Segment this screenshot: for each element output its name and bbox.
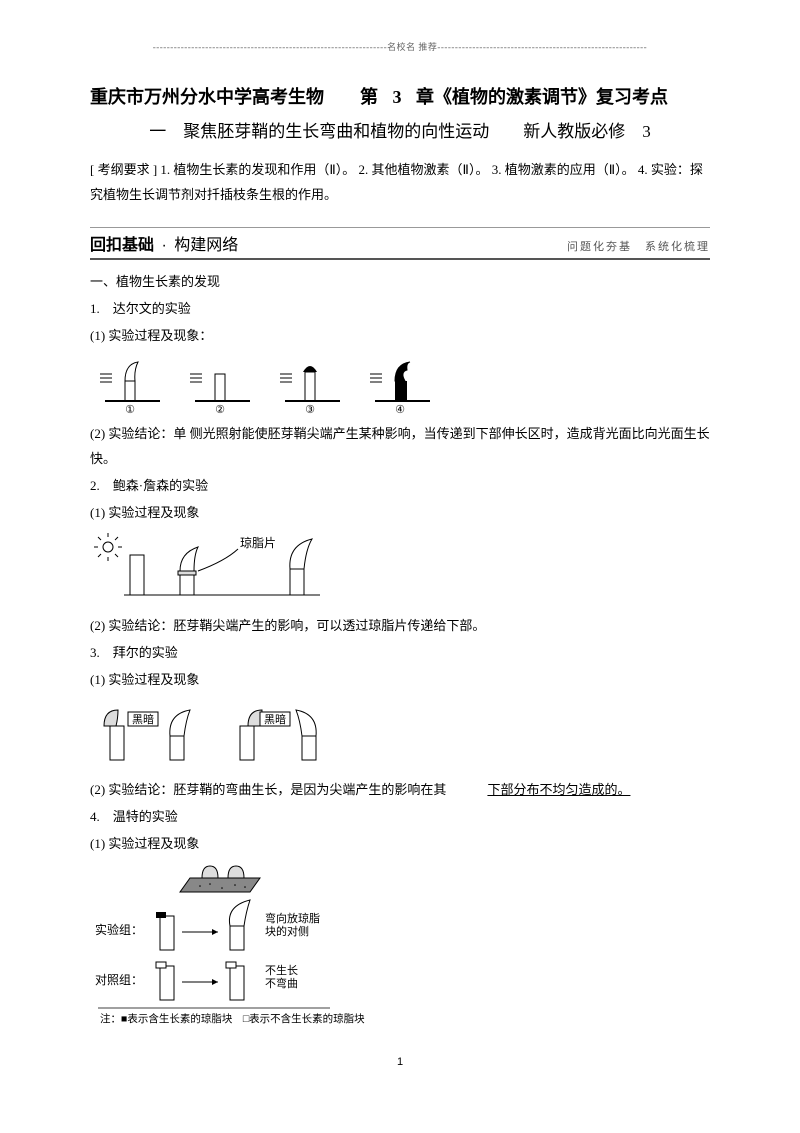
exp1-process-label: (1) 实验过程及现象： (90, 324, 710, 349)
section-1-heading: 一、植物生长素的发现 (90, 270, 710, 295)
fig3-dark-label-2: 黑暗 (264, 712, 286, 726)
exp3-conclusion: (2) 实验结论：胚芽鞘的弯曲生长，是因为尖端产生的影响在其 下部分布不均匀造成… (90, 778, 710, 803)
fig4-exp-label: 实验组： (95, 922, 143, 937)
fig4-bend-label: 弯向放琼脂 块的对侧 (265, 911, 323, 938)
svg-text:②: ② (215, 404, 225, 416)
figure-boysen-jensen: 琼脂片 (90, 533, 710, 608)
svg-text:③: ③ (305, 404, 315, 416)
section-bar-right: 问题化夯基 系统化梳理 (567, 238, 710, 254)
exp2-process-label: (1) 实验过程及现象 (90, 501, 710, 526)
header-decor: ----------------------------------------… (90, 40, 710, 53)
fig4-nogrow-label: 不生长 不弯曲 (265, 963, 301, 990)
exp4-process-label: (1) 实验过程及现象 (90, 832, 710, 857)
fig3-dark-label-1: 黑暗 (132, 712, 154, 726)
exp1-title: 1. 达尔文的实验 (90, 297, 710, 322)
exp2-title: 2. 鲍森·詹森的实验 (90, 474, 710, 499)
svg-text:④: ④ (395, 404, 405, 416)
exp1-conclusion: (2) 实验结论：单 侧光照射能使胚芽鞘尖端产生某种影响，当传递到下部伸长区时，… (90, 422, 710, 471)
exp2-conclusion: (2) 实验结论：胚芽鞘尖端产生的影响，可以透过琼脂片传递给下部。 (90, 614, 710, 639)
exp4-title: 4. 温特的实验 (90, 805, 710, 830)
figure-went: 实验组： 弯向放琼脂 块的对侧 对照组： 不生长 不弯曲 (90, 864, 710, 1034)
figure-darwin: ① ② ③ (90, 356, 710, 416)
section-bar-bold: 回扣基础 (90, 237, 154, 254)
doc-title-line2: 一 聚焦胚芽鞘的生长弯曲和植物的向性运动 新人教版必修 3 (90, 117, 710, 142)
section-bar-rest: 构建网络 (174, 237, 238, 254)
fig4-ctrl-label: 对照组： (95, 973, 143, 987)
exp3-title: 3. 拜尔的实验 (90, 641, 710, 666)
exp3-process-label: (1) 实验过程及现象 (90, 668, 710, 693)
fig2-agar-label: 琼脂片 (240, 535, 276, 550)
section-bar: 回扣基础 · 构建网络 问题化夯基 系统化梳理 (90, 227, 710, 260)
doc-title-line1: 重庆市万州分水中学高考生物 第 3 章《植物的激素调节》复习考点 (90, 83, 710, 109)
figure-paal: 黑暗 黑暗 (90, 700, 710, 772)
svg-text:①: ① (125, 404, 135, 416)
page-number: 1 (90, 1056, 710, 1068)
fig4-note: 注：■表示含生长素的琼脂块 □表示不含生长素的琼脂块 (100, 1012, 365, 1025)
exam-requirements: [ 考纲要求 ] 1. 植物生长素的发现和作用（Ⅱ）。 2. 其他植物激素（Ⅱ）… (90, 158, 710, 207)
